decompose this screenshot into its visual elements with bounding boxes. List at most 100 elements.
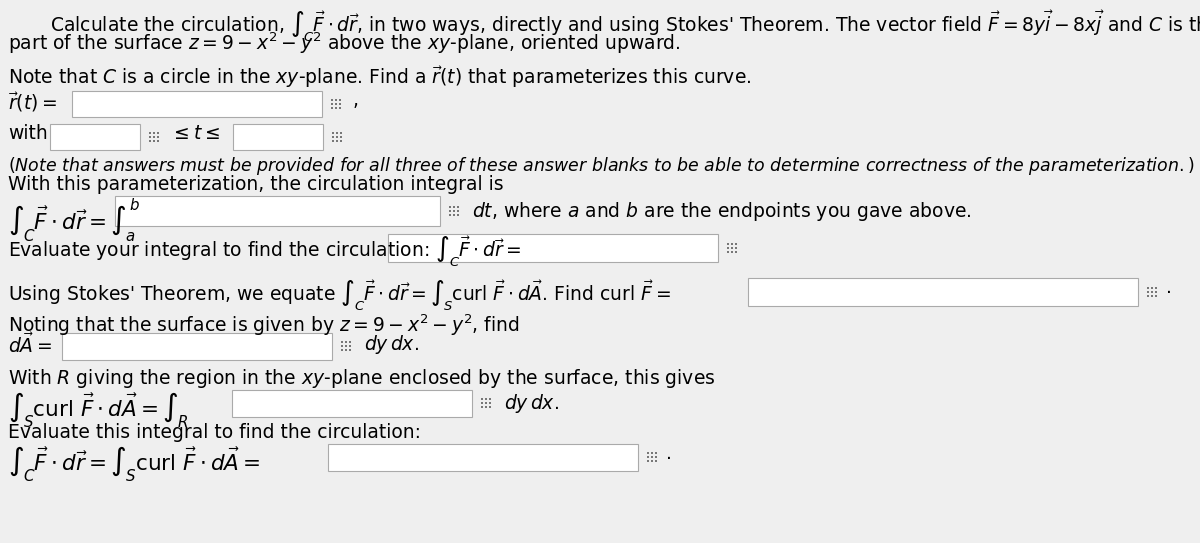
FancyBboxPatch shape xyxy=(336,136,338,138)
FancyBboxPatch shape xyxy=(340,140,342,142)
FancyBboxPatch shape xyxy=(149,136,151,138)
FancyBboxPatch shape xyxy=(650,456,653,458)
FancyBboxPatch shape xyxy=(332,132,335,135)
FancyBboxPatch shape xyxy=(731,243,733,245)
Text: ,: , xyxy=(352,91,358,110)
FancyBboxPatch shape xyxy=(727,243,730,245)
FancyBboxPatch shape xyxy=(1147,291,1150,293)
Text: $d\vec{A} = $: $d\vec{A} = $ xyxy=(8,333,52,357)
Text: .: . xyxy=(1166,278,1172,297)
FancyBboxPatch shape xyxy=(452,213,455,216)
FancyBboxPatch shape xyxy=(233,124,323,150)
FancyBboxPatch shape xyxy=(115,196,440,226)
FancyBboxPatch shape xyxy=(335,103,337,105)
FancyBboxPatch shape xyxy=(731,250,733,253)
Text: Evaluate your integral to find the circulation: $\int_C \vec{F} \cdot d\vec{r} =: Evaluate your integral to find the circu… xyxy=(8,234,521,269)
FancyBboxPatch shape xyxy=(654,452,658,454)
FancyBboxPatch shape xyxy=(335,106,337,109)
FancyBboxPatch shape xyxy=(348,341,352,344)
FancyBboxPatch shape xyxy=(452,210,455,212)
FancyBboxPatch shape xyxy=(348,349,352,351)
FancyBboxPatch shape xyxy=(654,456,658,458)
FancyBboxPatch shape xyxy=(727,247,730,249)
FancyBboxPatch shape xyxy=(1147,287,1150,289)
FancyBboxPatch shape xyxy=(341,345,343,348)
Text: Evaluate this integral to find the circulation:: Evaluate this integral to find the circu… xyxy=(8,423,421,442)
FancyBboxPatch shape xyxy=(156,132,160,135)
FancyBboxPatch shape xyxy=(156,136,160,138)
FancyBboxPatch shape xyxy=(1154,287,1157,289)
FancyBboxPatch shape xyxy=(1151,287,1153,289)
FancyBboxPatch shape xyxy=(340,136,342,138)
Text: $dy\, dx$.: $dy\, dx$. xyxy=(504,392,559,415)
Text: $dt$, where $a$ and $b$ are the endpoints you gave above.: $dt$, where $a$ and $b$ are the endpoint… xyxy=(472,200,972,223)
Text: With this parameterization, the circulation integral is: With this parameterization, the circulat… xyxy=(8,175,504,194)
FancyBboxPatch shape xyxy=(734,247,737,249)
FancyBboxPatch shape xyxy=(149,140,151,142)
FancyBboxPatch shape xyxy=(481,402,484,404)
Text: $\int_S \mathrm{curl}\ \vec{F} \cdot d\vec{A} = \int_R$: $\int_S \mathrm{curl}\ \vec{F} \cdot d\v… xyxy=(8,390,188,430)
FancyBboxPatch shape xyxy=(647,459,649,462)
FancyBboxPatch shape xyxy=(449,206,451,209)
FancyBboxPatch shape xyxy=(338,99,341,102)
Text: $\vec{r}(t) = $: $\vec{r}(t) = $ xyxy=(8,91,58,114)
FancyBboxPatch shape xyxy=(338,106,341,109)
FancyBboxPatch shape xyxy=(331,103,334,105)
FancyBboxPatch shape xyxy=(452,206,455,209)
Text: $(Note\ that\ answers\ must\ be\ provided\ for\ all\ three\ of\ these\ answer\ b: $(Note\ that\ answers\ must\ be\ provide… xyxy=(8,155,1194,177)
FancyBboxPatch shape xyxy=(488,406,491,408)
FancyBboxPatch shape xyxy=(456,206,460,209)
Text: Calculate the circulation, $\int_C \vec{F} \cdot d\vec{r}$, in two ways, directl: Calculate the circulation, $\int_C \vec{… xyxy=(50,8,1200,43)
FancyBboxPatch shape xyxy=(731,247,733,249)
Text: $\leq t \leq$: $\leq t \leq$ xyxy=(170,124,220,143)
FancyBboxPatch shape xyxy=(485,398,487,401)
FancyBboxPatch shape xyxy=(152,136,155,138)
Text: With $R$ giving the region in the $xy$-plane enclosed by the surface, this gives: With $R$ giving the region in the $xy$-p… xyxy=(8,367,715,390)
FancyBboxPatch shape xyxy=(331,106,334,109)
FancyBboxPatch shape xyxy=(335,99,337,102)
FancyBboxPatch shape xyxy=(152,140,155,142)
FancyBboxPatch shape xyxy=(654,459,658,462)
FancyBboxPatch shape xyxy=(62,333,332,360)
FancyBboxPatch shape xyxy=(344,349,347,351)
FancyBboxPatch shape xyxy=(336,140,338,142)
FancyBboxPatch shape xyxy=(647,456,649,458)
FancyBboxPatch shape xyxy=(647,452,649,454)
FancyBboxPatch shape xyxy=(232,390,472,417)
FancyBboxPatch shape xyxy=(727,250,730,253)
FancyBboxPatch shape xyxy=(344,341,347,344)
FancyBboxPatch shape xyxy=(149,132,151,135)
FancyBboxPatch shape xyxy=(388,234,718,262)
FancyBboxPatch shape xyxy=(1151,294,1153,297)
FancyBboxPatch shape xyxy=(456,213,460,216)
FancyBboxPatch shape xyxy=(650,452,653,454)
Text: Note that $C$ is a circle in the $xy$-plane. Find a $\vec{r}(t)$ that parameteri: Note that $C$ is a circle in the $xy$-pl… xyxy=(8,65,751,90)
Text: with: with xyxy=(8,124,48,143)
FancyBboxPatch shape xyxy=(650,459,653,462)
FancyBboxPatch shape xyxy=(488,402,491,404)
FancyBboxPatch shape xyxy=(156,140,160,142)
FancyBboxPatch shape xyxy=(341,349,343,351)
FancyBboxPatch shape xyxy=(481,406,484,408)
FancyBboxPatch shape xyxy=(344,345,347,348)
FancyBboxPatch shape xyxy=(1154,291,1157,293)
Text: $\int_C \vec{F} \cdot d\vec{r} = \int_a^b$: $\int_C \vec{F} \cdot d\vec{r} = \int_a^… xyxy=(8,196,140,244)
Text: $\int_C \vec{F} \cdot d\vec{r} = \int_S \mathrm{curl}\ \vec{F} \cdot d\vec{A} = : $\int_C \vec{F} \cdot d\vec{r} = \int_S … xyxy=(8,444,260,484)
FancyBboxPatch shape xyxy=(449,210,451,212)
FancyBboxPatch shape xyxy=(481,398,484,401)
FancyBboxPatch shape xyxy=(332,140,335,142)
FancyBboxPatch shape xyxy=(456,210,460,212)
Text: Noting that the surface is given by $z = 9 - x^2 - y^2$, find: Noting that the surface is given by $z =… xyxy=(8,312,520,338)
FancyBboxPatch shape xyxy=(485,402,487,404)
FancyBboxPatch shape xyxy=(1154,294,1157,297)
Text: $dy\, dx$.: $dy\, dx$. xyxy=(364,333,419,356)
Text: .: . xyxy=(666,444,672,463)
FancyBboxPatch shape xyxy=(336,132,338,135)
FancyBboxPatch shape xyxy=(348,345,352,348)
FancyBboxPatch shape xyxy=(341,341,343,344)
FancyBboxPatch shape xyxy=(332,136,335,138)
FancyBboxPatch shape xyxy=(72,91,322,117)
FancyBboxPatch shape xyxy=(328,444,638,471)
FancyBboxPatch shape xyxy=(340,132,342,135)
FancyBboxPatch shape xyxy=(449,213,451,216)
